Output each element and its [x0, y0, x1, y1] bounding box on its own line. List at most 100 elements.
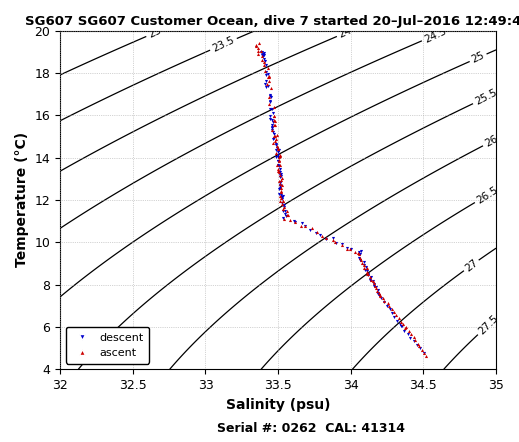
Point: [274, 145, 282, 152]
Point: [383, 302, 391, 309]
Point: [291, 219, 299, 226]
Point: [298, 220, 306, 227]
Title: SG607 SG607 Customer Ocean, dive 7 started 20–Jul–2016 12:49:47: SG607 SG607 Customer Ocean, dive 7 start…: [25, 15, 519, 28]
Point: [252, 42, 261, 50]
Point: [357, 256, 365, 263]
Point: [265, 94, 274, 101]
Point: [275, 186, 283, 193]
Point: [392, 312, 400, 319]
Point: [277, 177, 285, 184]
Point: [338, 242, 346, 249]
Point: [387, 306, 395, 313]
Point: [279, 193, 287, 200]
Point: [276, 172, 284, 179]
Point: [264, 65, 272, 72]
Point: [260, 58, 268, 65]
Text: 24: 24: [337, 26, 353, 40]
Point: [266, 99, 275, 106]
Point: [271, 132, 279, 139]
Point: [351, 249, 359, 256]
Point: [276, 185, 284, 192]
Point: [267, 123, 276, 130]
Point: [419, 349, 428, 356]
Point: [363, 267, 372, 274]
Point: [374, 286, 382, 293]
Legend: descent, ascent: descent, ascent: [66, 327, 149, 364]
Point: [374, 290, 382, 297]
Point: [258, 53, 266, 60]
Point: [332, 240, 340, 247]
Point: [274, 157, 282, 164]
Point: [256, 48, 265, 55]
Text: Serial #: 0262  CAL: 41314: Serial #: 0262 CAL: 41314: [217, 423, 405, 435]
Point: [276, 152, 284, 159]
Point: [360, 264, 368, 271]
Point: [272, 141, 280, 148]
Point: [261, 81, 269, 88]
Point: [276, 182, 284, 189]
Point: [274, 168, 282, 175]
Point: [372, 285, 380, 292]
Y-axis label: Temperature (°C): Temperature (°C): [15, 132, 29, 267]
Point: [389, 313, 398, 320]
Point: [275, 169, 283, 176]
Point: [402, 324, 410, 331]
Point: [321, 236, 330, 243]
Point: [266, 112, 275, 119]
Point: [397, 323, 405, 330]
Text: 23: 23: [147, 26, 163, 40]
Point: [273, 144, 281, 151]
Point: [279, 214, 288, 221]
Point: [388, 309, 396, 316]
Point: [276, 179, 284, 186]
Point: [275, 156, 283, 164]
Point: [270, 104, 278, 111]
Point: [274, 166, 282, 173]
Point: [279, 206, 287, 213]
Point: [272, 142, 281, 149]
Point: [362, 264, 370, 271]
Point: [370, 280, 378, 287]
Point: [275, 146, 283, 153]
Point: [270, 138, 279, 145]
Point: [364, 271, 372, 278]
Point: [276, 168, 284, 175]
Point: [268, 105, 276, 112]
Point: [265, 77, 273, 84]
Point: [277, 184, 285, 191]
Point: [280, 210, 289, 217]
Point: [258, 51, 266, 58]
Point: [343, 244, 351, 251]
Point: [380, 297, 388, 305]
Point: [265, 100, 273, 107]
Point: [274, 158, 282, 165]
Point: [413, 342, 421, 349]
Point: [404, 331, 412, 338]
Point: [316, 232, 324, 239]
Point: [270, 121, 278, 128]
Point: [368, 278, 377, 285]
Point: [255, 40, 263, 47]
Point: [361, 266, 370, 273]
X-axis label: Salinity (psu): Salinity (psu): [226, 397, 331, 412]
Point: [263, 80, 271, 87]
Point: [355, 250, 363, 257]
Point: [264, 70, 272, 77]
Text: 25.5: 25.5: [473, 88, 499, 107]
Point: [395, 320, 404, 328]
Point: [290, 217, 298, 225]
Point: [384, 300, 392, 307]
Point: [356, 251, 364, 258]
Point: [266, 92, 274, 99]
Point: [268, 125, 276, 132]
Point: [262, 83, 270, 90]
Point: [305, 226, 313, 233]
Point: [260, 62, 268, 69]
Point: [356, 257, 364, 264]
Text: 27.5: 27.5: [476, 313, 500, 337]
Point: [269, 140, 277, 147]
Point: [410, 338, 418, 345]
Point: [411, 336, 419, 343]
Point: [274, 145, 282, 152]
Point: [277, 194, 285, 201]
